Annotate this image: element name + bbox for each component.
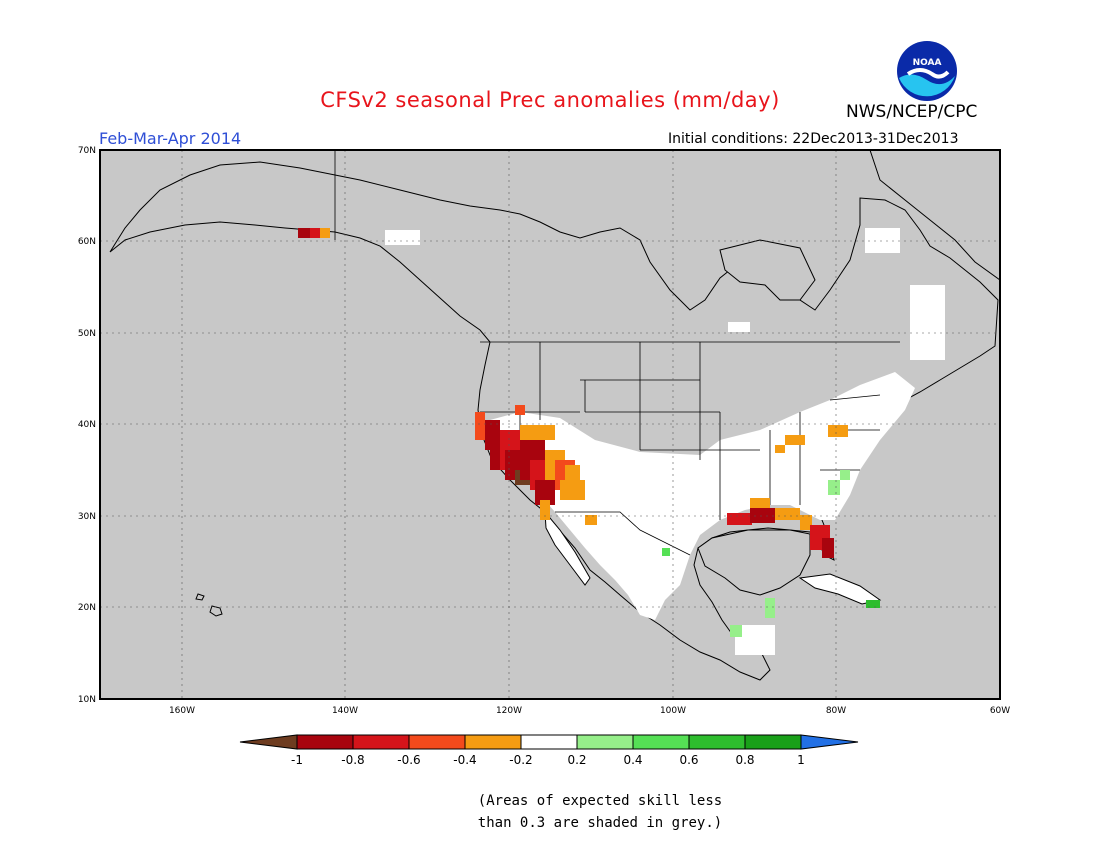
colorbar-label: 0.6 (679, 753, 698, 767)
lon-label: 80W (826, 706, 846, 716)
colorbar-label: 0.4 (623, 753, 642, 767)
colorbar-label: -0.4 (453, 753, 476, 767)
agency-label: NWS/NCEP/CPC (846, 102, 978, 122)
lon-label: 120W (496, 706, 522, 716)
colorbar-segment (464, 734, 522, 750)
colorbar-segment (520, 734, 578, 750)
map-frame (99, 149, 1001, 700)
lon-label: 160W (169, 706, 195, 716)
political-boundaries (334, 150, 900, 556)
lat-label: 10N (78, 695, 96, 705)
colorbar-label: 1 (797, 753, 805, 767)
skill-note-line: (Areas of expected skill less (477, 793, 723, 809)
colorbar-label: -0.2 (509, 753, 532, 767)
colorbar-high-arrow (800, 734, 859, 750)
lat-label: 20N (78, 603, 96, 613)
colorbar-label: -1 (291, 753, 303, 767)
colorbar (239, 734, 859, 750)
colorbar-segment (352, 734, 410, 750)
lat-label: 70N (78, 146, 96, 156)
colorbar-segment (296, 734, 354, 750)
colorbar-label: 0.2 (567, 753, 586, 767)
colorbar-segment (688, 734, 746, 750)
colorbar-label: -0.8 (341, 753, 364, 767)
colorbar-low-arrow (239, 734, 298, 750)
colorbar-label: 0.8 (735, 753, 754, 767)
skill-note: (Areas of expected skill less than 0.3 a… (470, 790, 730, 834)
noaa-logo: NOAA (897, 41, 957, 101)
lon-label: 140W (332, 706, 358, 716)
initial-conditions: Initial conditions: 22Dec2013-31Dec2013 (668, 131, 959, 147)
graticule (100, 150, 1000, 699)
skill-region (385, 228, 945, 655)
colorbar-segment (408, 734, 466, 750)
forecast-period: Feb-Mar-Apr 2014 (99, 129, 242, 148)
colorbar-segment (744, 734, 802, 750)
lat-label: 30N (78, 512, 96, 522)
lat-label: 50N (78, 329, 96, 339)
anomaly-cells (298, 228, 880, 637)
map-title: CFSv2 seasonal Prec anomalies (mm/day) (320, 88, 780, 112)
lon-label: 60W (990, 706, 1010, 716)
logo-text: NOAA (913, 58, 942, 68)
colorbar-segment (576, 734, 634, 750)
lon-label: 100W (660, 706, 686, 716)
skill-note-line: than 0.3 are shaded in grey.) (477, 815, 723, 831)
colorbar-segment (632, 734, 690, 750)
lat-label: 40N (78, 420, 96, 430)
precipitation-map: 70N 60N 50N 40N 30N 20N 10N 160W 140W 12… (78, 146, 1010, 767)
colorbar-label: -0.6 (397, 753, 420, 767)
lat-label: 60N (78, 237, 96, 247)
